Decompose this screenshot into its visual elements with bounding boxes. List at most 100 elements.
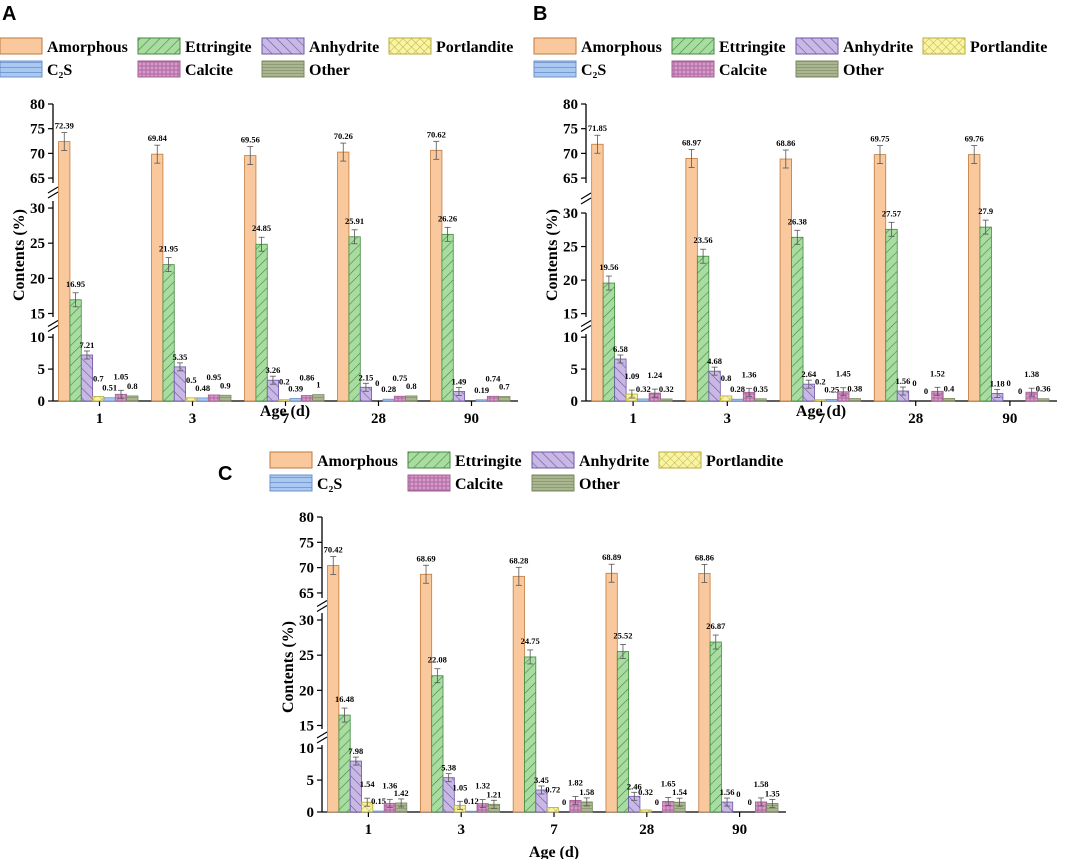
data-label: 1.52 xyxy=(930,368,945,378)
legend-item: Amorphous xyxy=(269,451,398,470)
y-tick-label: 10 xyxy=(30,330,45,346)
y-tick-label: 65 xyxy=(563,171,578,187)
y-tick-label: 0 xyxy=(307,805,315,821)
data-label: 0.7 xyxy=(499,382,510,392)
legend-swatch xyxy=(388,37,432,55)
legend-swatch xyxy=(261,37,305,55)
bar-0-2 xyxy=(512,575,525,813)
legend-label: Portlandite xyxy=(436,39,513,56)
x-tick-label: 90 xyxy=(732,822,747,838)
bar-6-1 xyxy=(754,398,767,402)
bar-1-1 xyxy=(431,675,444,813)
x-tick-label: 7 xyxy=(818,411,826,427)
legend-item: Other xyxy=(531,474,620,493)
legend-item: Other xyxy=(795,60,884,79)
y-tick-label: 10 xyxy=(299,741,314,757)
data-label: 5.38 xyxy=(441,763,456,773)
legend-label: Ettringite xyxy=(719,39,786,56)
x-tick-label: 28 xyxy=(371,411,386,427)
data-label: 0.36 xyxy=(1036,384,1051,394)
data-label: 68.69 xyxy=(416,553,435,563)
data-label: 72.39 xyxy=(55,121,74,131)
y-tick-label: 0 xyxy=(38,394,46,410)
y-tick-label: 70 xyxy=(30,146,45,162)
data-label: 1.18 xyxy=(990,378,1005,388)
bar-1-0 xyxy=(602,282,616,402)
x-tick-label: 1 xyxy=(96,411,104,427)
bar-0-0 xyxy=(58,141,71,402)
legend-item: C₂S xyxy=(533,60,606,79)
data-label: 1.05 xyxy=(114,371,129,381)
bars: 72.39 69.84 69.56 70.26 70.62 16.95 21.95 24.85… xyxy=(55,121,511,402)
data-label: 25.52 xyxy=(613,631,632,641)
data-label: 1.42 xyxy=(394,788,409,798)
axis-break-gap xyxy=(316,600,788,611)
data-label: 21.95 xyxy=(159,244,178,254)
panel-A: A Amorphous Ettringite Anhydrite Portlandite… xyxy=(0,3,520,427)
data-label: 1 xyxy=(316,380,320,390)
x-axis-title: Age (d) xyxy=(529,844,579,859)
data-label: 0.48 xyxy=(195,383,210,393)
bar-5-3 xyxy=(393,395,407,402)
data-label: 7.98 xyxy=(348,746,363,756)
y-tick-label: 70 xyxy=(563,146,578,162)
data-label: 1.36 xyxy=(382,780,397,790)
data-label: 1.05 xyxy=(453,782,468,792)
data-label: 2.46 xyxy=(627,781,642,791)
data-label: 68.86 xyxy=(695,552,714,562)
data-label: 0.19 xyxy=(474,385,489,395)
axis-break-mark xyxy=(316,599,328,608)
x-tick-label: 28 xyxy=(639,822,654,838)
legend-swatch xyxy=(795,37,839,55)
x-tick-label: 7 xyxy=(282,411,290,427)
legend-item: Portlandite xyxy=(922,37,1047,56)
data-label: 1.54 xyxy=(672,787,688,797)
bar-3-2 xyxy=(278,399,291,402)
data-label: 1.09 xyxy=(624,371,639,381)
y-tick-label: 5 xyxy=(571,362,579,378)
data-label: 0.35 xyxy=(753,384,768,394)
axis-break-mark xyxy=(47,324,59,333)
bar-1-1 xyxy=(696,255,710,402)
panel-label: B xyxy=(533,3,547,25)
legend-item: Anhydrite xyxy=(261,37,379,56)
x-axis: 1 3 7 28 90 xyxy=(322,811,786,838)
legend-swatch xyxy=(0,37,43,55)
data-label: 19.56 xyxy=(599,262,618,272)
legend-swatch xyxy=(531,474,575,492)
y-tick-label: 5 xyxy=(38,362,46,378)
data-label: 1.56 xyxy=(896,376,911,386)
axis-break-mark xyxy=(316,736,328,744)
y-tick-label: 10 xyxy=(563,330,578,346)
bar-0-3 xyxy=(337,151,350,402)
data-label: 0 xyxy=(924,386,928,396)
legend-label: Calcite xyxy=(455,476,503,493)
bar-0-1 xyxy=(685,158,698,402)
legend-label: Other xyxy=(579,476,620,493)
bar-4-1 xyxy=(731,398,744,402)
axis-break-mark xyxy=(580,197,592,205)
y-tick-label: 20 xyxy=(30,271,45,287)
legend-swatch xyxy=(269,451,313,469)
data-label: 0.38 xyxy=(847,384,862,394)
legend-label: Ettringite xyxy=(455,453,522,470)
data-label: 0.28 xyxy=(730,384,745,394)
data-label: 1.82 xyxy=(568,777,583,787)
y-tick-label: 25 xyxy=(563,240,578,256)
data-label: 1.32 xyxy=(475,781,490,791)
legend-item: C₂S xyxy=(269,474,342,493)
data-label: 0 xyxy=(912,378,916,388)
panel-B: B Amorphous Ettringite Anhydrite Portlandite… xyxy=(533,3,1059,427)
bar-0-4 xyxy=(968,154,981,402)
legend-label: C₂S xyxy=(47,62,72,79)
y-axis-title: Contents (%) xyxy=(11,209,28,301)
data-label: 3.26 xyxy=(266,365,281,375)
bar-4-2 xyxy=(825,399,838,402)
data-label: 1.65 xyxy=(661,778,676,788)
legend-label: Amorphous xyxy=(47,39,128,56)
legend-label: Other xyxy=(309,62,350,79)
data-label: 1.35 xyxy=(765,788,780,798)
bar-0-4 xyxy=(698,572,711,813)
data-label: 27.9 xyxy=(978,206,993,216)
